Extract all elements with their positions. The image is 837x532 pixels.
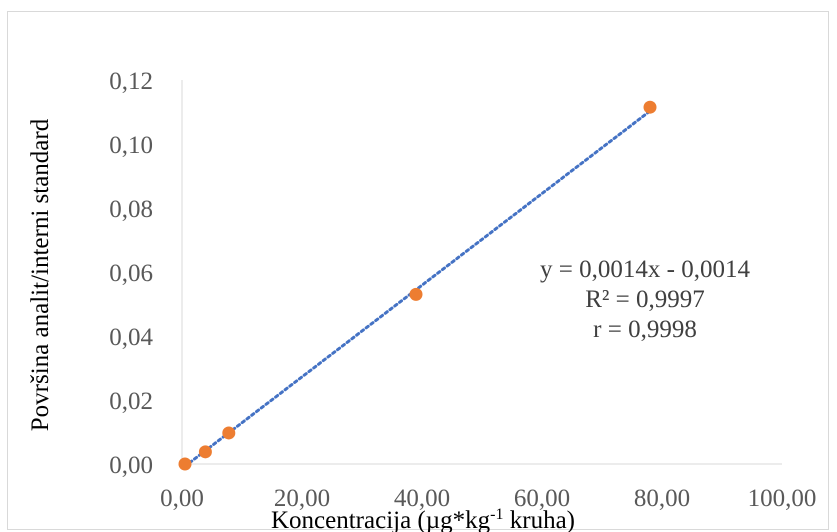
regression-annotation: y = 0,0014x - 0,0014 [540,256,750,283]
x-tick-label: 100,00 [748,485,817,512]
data-point [643,100,657,114]
y-tick-labels: 0,00 0,02 0,04 0,06 0,08 0,10 0,12 [109,68,153,479]
y-tick-label: 0,04 [109,324,153,351]
y-tick-label: 0,02 [109,388,153,415]
x-axis-title-main: Koncentracija (µg*kg [271,507,491,532]
regression-annotations: y = 0,0014x - 0,0014 R² = 0,9997 r = 0,999… [540,256,750,343]
axes [181,80,782,465]
data-point [198,445,212,459]
data-points [178,100,657,471]
x-tick-label: 0,00 [160,485,204,512]
regression-annotation: r = 0,9998 [593,316,697,343]
x-axis-title-superscript: -1 [490,506,503,523]
data-point [409,287,423,301]
x-tick-label: 20,00 [274,485,330,512]
y-tick-label: 0,12 [109,68,153,95]
regression-annotation: R² = 0,9997 [585,286,705,313]
x-axis-title-tail: kruha) [504,507,576,532]
y-tick-label: 0,08 [109,196,153,223]
data-point [178,457,192,471]
x-tick-label: 80,00 [634,485,690,512]
data-point [222,426,236,440]
x-tick-labels: 0,00 20,00 40,00 60,00 80,00 100,00 [160,485,816,512]
x-tick-label: 60,00 [514,485,570,512]
y-tick-label: 0,06 [109,260,153,287]
y-axis-title: Površina analit/interni standard [27,118,54,431]
x-axis-title: Koncentracija (µg*kg-1 kruha) [271,506,575,532]
x-tick-label: 40,00 [394,485,450,512]
chart-area [7,11,829,530]
y-tick-label: 0,10 [109,132,153,159]
y-tick-label: 0,00 [109,452,153,479]
